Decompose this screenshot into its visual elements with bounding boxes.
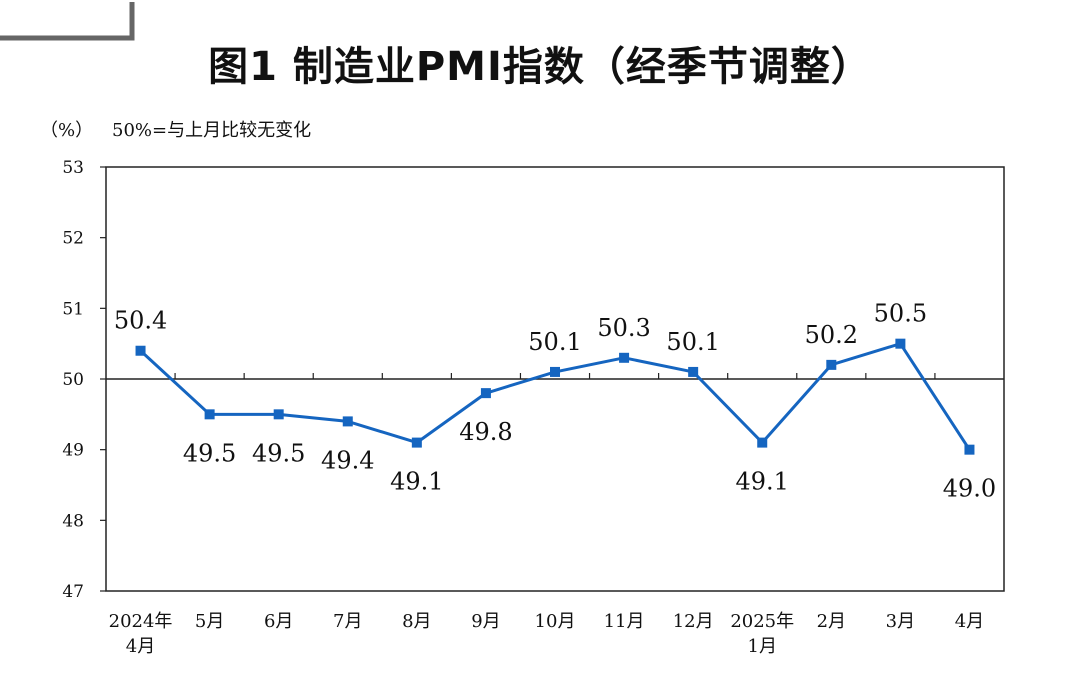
x-tick-label: 3月 (886, 611, 915, 632)
y-axis-unit: （%） (40, 120, 94, 141)
x-tick-label: 2月 (817, 611, 846, 632)
data-label: 49.5 (183, 439, 236, 467)
y-tick-label: 48 (62, 511, 84, 531)
data-label: 50.1 (528, 328, 581, 356)
data-label: 49.0 (943, 475, 996, 503)
data-point (480, 388, 491, 399)
data-point (895, 338, 906, 349)
data-label: 50.5 (874, 300, 927, 328)
x-tick-label: 4月 (955, 611, 984, 632)
y-tick-label: 52 (62, 229, 84, 249)
data-label: 49.8 (459, 418, 512, 446)
data-label: 50.3 (597, 314, 650, 342)
data-point (826, 359, 837, 370)
data-point (550, 366, 560, 377)
data-point (135, 345, 146, 356)
x-tick-label: 2025年 (730, 611, 794, 632)
x-tick-label: 11月 (604, 611, 645, 632)
data-point (273, 409, 284, 420)
x-tick-label: 2024年 (109, 611, 173, 632)
data-label: 49.5 (252, 439, 305, 467)
data-point (342, 416, 353, 427)
chart-title: 图1 制造业PMI指数（经季节调整） (208, 44, 872, 90)
data-point (757, 437, 768, 448)
y-tick-label: 47 (62, 582, 84, 602)
y-tick-label: 53 (62, 158, 84, 178)
data-point (411, 437, 422, 448)
pmi-series-line (139, 342, 971, 451)
data-point (619, 352, 630, 363)
y-tick-label: 49 (62, 441, 84, 461)
data-point (204, 409, 215, 420)
y-tick-label: 50 (62, 370, 84, 390)
x-tick-label: 6月 (264, 611, 293, 632)
x-tick-label: 10月 (535, 611, 576, 632)
data-label: 50.2 (805, 321, 858, 349)
y-tick-label: 51 (62, 299, 84, 319)
data-point (964, 444, 975, 455)
data-point (688, 366, 699, 377)
data-label: 50.4 (114, 307, 167, 335)
x-tick-label: 7月 (333, 611, 362, 632)
data-label: 49.1 (736, 468, 789, 496)
data-label: 49.1 (390, 468, 443, 496)
corner-bracket-icon (0, 2, 135, 41)
x-tick-label: 5月 (195, 611, 224, 632)
x-tick-label: 4月 (126, 636, 155, 657)
x-tick-label: 1月 (748, 636, 777, 657)
x-tick-label: 12月 (673, 611, 714, 632)
data-label: 49.4 (321, 446, 374, 474)
data-label: 50.1 (666, 328, 719, 356)
x-tick-label: 8月 (402, 611, 431, 632)
reference-note: 50%=与上月比较无变化 (112, 120, 312, 141)
x-tick-label: 9月 (471, 611, 500, 632)
